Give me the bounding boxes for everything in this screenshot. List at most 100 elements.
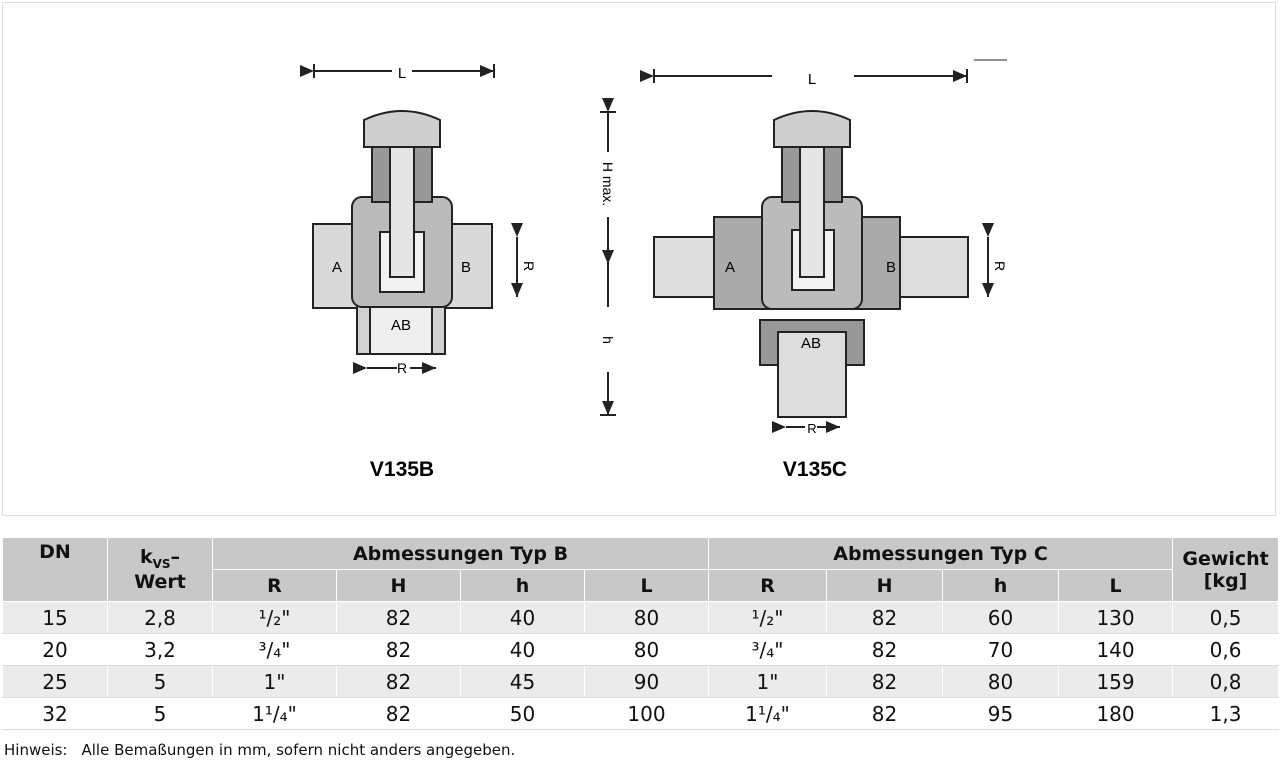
figure: L R A B AB R V135B L R A B AB R H max. h… — [2, 2, 1276, 516]
table-cell: 130 — [1058, 601, 1174, 634]
table-row: 15 2,8 ¹/₂" 82 40 80 ¹/₂" 82 60 130 0,5 — [2, 601, 1280, 634]
note-label: Hinweis: — [4, 741, 68, 759]
header-cell: DN — [2, 537, 108, 602]
figure-frame — [2, 2, 1276, 516]
table-row: 25 5 1" 82 45 90 1" 82 80 159 0,8 — [2, 665, 1280, 698]
header-cell: L — [583, 569, 710, 602]
table-cell: 80 — [942, 665, 1060, 698]
table-cell: 82 — [336, 697, 461, 730]
port-label: A — [725, 259, 735, 276]
table-cell: ³/₄" — [212, 633, 337, 666]
drawing-rect — [389, 146, 415, 278]
note-text: Alle Bemaßungen in mm, sofern nicht ande… — [81, 741, 516, 759]
table-cell: 32 — [2, 697, 108, 730]
note: Hinweis: Alle Bemaßungen in mm, sofern ni… — [4, 741, 529, 759]
table-cell: 100 — [583, 697, 710, 730]
port-label: B — [461, 259, 471, 276]
header-text: k — [139, 546, 153, 569]
table-row: 32 5 1¹/₄" 82 50 100 1¹/₄" 82 95 180 1,3 — [2, 697, 1280, 730]
table-cell: 5 — [107, 697, 213, 730]
table-cell: ³/₄" — [708, 633, 828, 666]
header-cell: h — [460, 569, 585, 602]
table-cell: 80 — [583, 601, 710, 634]
header-cell: kVS– Wert — [107, 537, 213, 602]
header-cell: L — [1058, 569, 1174, 602]
table-cell: 82 — [336, 601, 461, 634]
table-cell: 90 — [583, 665, 710, 698]
drawing-rect — [887, 236, 969, 298]
table-cell: 0,6 — [1172, 633, 1280, 666]
table-cell: 25 — [2, 665, 108, 698]
header-text: Wert — [134, 570, 186, 593]
table-cell: 20 — [2, 633, 108, 666]
dim-label: L — [808, 71, 816, 88]
table-cell: 82 — [826, 601, 944, 634]
header-cell: R — [708, 569, 828, 602]
table-cell: 15 — [2, 601, 108, 634]
dim-label: R — [992, 261, 1008, 271]
table-cell: 1" — [708, 665, 828, 698]
table-cell: 82 — [336, 665, 461, 698]
port-label: B — [886, 259, 896, 276]
port-label: AB — [391, 317, 411, 334]
valve-b — [300, 64, 523, 374]
header-text: – — [170, 546, 181, 569]
table-cell: 2,8 — [107, 601, 213, 634]
table-cell: 1¹/₄" — [708, 697, 828, 730]
dim-label: R — [397, 360, 407, 376]
table-cell: 82 — [336, 633, 461, 666]
header-cell: Abmessungen Typ C — [708, 537, 1174, 570]
table-cell: 0,5 — [1172, 601, 1280, 634]
table-body: 15 2,8 ¹/₂" 82 40 80 ¹/₂" 82 60 130 0,5 20 3,2 ³/₄" 82… — [2, 601, 1280, 730]
header-cell: Abmessungen Typ B — [211, 537, 710, 570]
table-cell: 40 — [460, 601, 585, 634]
table-cell: 82 — [826, 665, 944, 698]
drawing-rect — [369, 299, 433, 355]
header-text: Gewicht — [1182, 547, 1269, 570]
header-cell: Gewicht [kg] — [1172, 537, 1280, 602]
dim-label: H max. — [600, 162, 616, 206]
dim-label: R — [521, 261, 537, 271]
table-cell: 1" — [212, 665, 337, 698]
table-cell: 5 — [107, 665, 213, 698]
dim-label: h — [600, 336, 616, 344]
drawing-path — [363, 110, 441, 148]
header-row: DN kVS– Wert Abmessungen Typ B Abmessunge… — [2, 537, 1280, 602]
table-cell: 82 — [826, 633, 944, 666]
table-cell: 50 — [460, 697, 585, 730]
drawing-rect — [799, 146, 825, 278]
header-text: VS — [152, 556, 171, 571]
drawing-path — [773, 110, 851, 148]
table-cell: 95 — [942, 697, 1060, 730]
table-cell: 60 — [942, 601, 1060, 634]
table-cell: 1¹/₄" — [212, 697, 337, 730]
table-row: 20 3,2 ³/₄" 82 40 80 ³/₄" 82 70 140 0,6 — [2, 633, 1280, 666]
table-cell: ¹/₂" — [212, 601, 337, 634]
table-cell: 1,3 — [1172, 697, 1280, 730]
header-text: [kg] — [1203, 569, 1248, 592]
table-cell: ¹/₂" — [708, 601, 828, 634]
table-cell: 45 — [460, 665, 585, 698]
valve-c — [600, 59, 1007, 433]
header-cell: H — [826, 569, 944, 602]
header-cell: R — [212, 569, 337, 602]
header-cell: h — [942, 569, 1060, 602]
table-cell: 80 — [583, 633, 710, 666]
table-cell: 180 — [1058, 697, 1174, 730]
table-cell: 159 — [1058, 665, 1174, 698]
table-cell: 70 — [942, 633, 1060, 666]
table-cell: 0,8 — [1172, 665, 1280, 698]
table-cell: 3,2 — [107, 633, 213, 666]
drawing-rect — [777, 331, 847, 418]
table-cell: 140 — [1058, 633, 1174, 666]
dim-label: L — [398, 65, 406, 82]
header-cell: H — [336, 569, 461, 602]
port-label: A — [332, 259, 342, 276]
dim-label: R — [807, 421, 816, 436]
table-cell: 82 — [826, 697, 944, 730]
dimension-table: DN kVS– Wert Abmessungen Typ B Abmessunge… — [2, 537, 1280, 730]
port-label: AB — [801, 335, 821, 352]
figure-title: V135C — [783, 458, 847, 481]
